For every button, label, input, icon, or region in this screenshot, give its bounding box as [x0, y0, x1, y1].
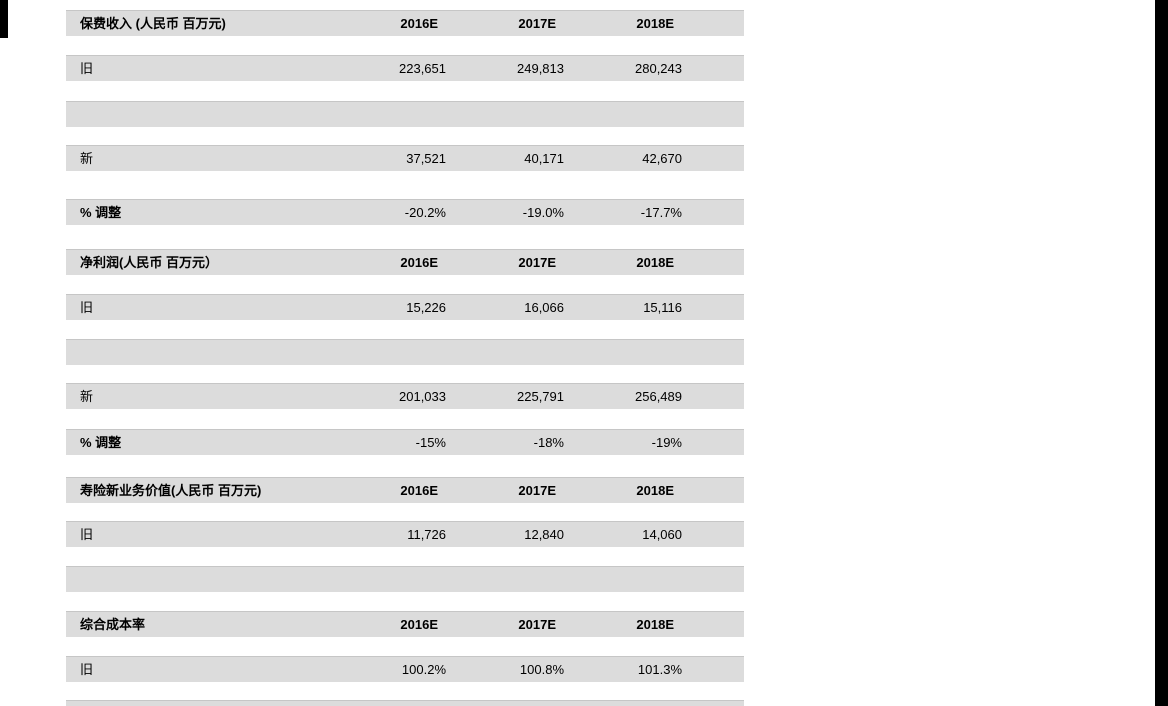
row-label: 旧: [80, 299, 94, 315]
value-2018e: 15,116: [643, 299, 682, 315]
table-spacer-row: [66, 566, 744, 592]
year-col-2017e: 2017E: [518, 15, 556, 31]
year-col-2018e: 2018E: [636, 482, 674, 498]
value-2016e: -20.2%: [404, 204, 446, 220]
year-col-2018e: 2018E: [636, 15, 674, 31]
year-col-2017e: 2017E: [518, 616, 556, 632]
table-spacer-row: [66, 339, 744, 365]
year-col-2016e: 2016E: [400, 254, 438, 270]
value-2016e: 15,226: [406, 299, 446, 315]
value-2018e: 42,670: [642, 150, 682, 166]
year-col-2016e: 2016E: [400, 482, 438, 498]
value-2016e: 201,033: [399, 388, 446, 404]
table-section-header-row: 保费收入 (人民币 百万元) 2016E 2017E 2018E: [66, 10, 744, 36]
table-row: 新 37,521 40,171 42,670: [66, 145, 744, 171]
table-row: 旧 11,726 12,840 14,060: [66, 521, 744, 547]
table-section-header-row: 净利润(人民币 百万元） 2016E 2017E 2018E: [66, 249, 744, 275]
value-2017e: 12,840: [524, 526, 564, 542]
year-col-2016e: 2016E: [400, 15, 438, 31]
value-2017e: 40,171: [524, 150, 564, 166]
year-col-2016e: 2016E: [400, 616, 438, 632]
table-row: % 调整 -15% -18% -19%: [66, 429, 744, 455]
section-title: 净利润(人民币 百万元）: [80, 254, 218, 270]
value-2017e: -19.0%: [522, 204, 564, 220]
section-title: 保费收入 (人民币 百万元): [80, 15, 226, 31]
table-spacer-row: [66, 700, 744, 706]
corner-mark: [0, 0, 8, 38]
value-2017e: 100.8%: [519, 661, 564, 677]
value-2016e: -15%: [415, 434, 446, 450]
value-2016e: 100.2%: [401, 661, 446, 677]
row-label: 旧: [80, 661, 94, 677]
value-2018e: 280,243: [635, 60, 682, 76]
section-title: 综合成本率: [80, 616, 146, 632]
row-label: 旧: [80, 526, 94, 542]
row-label: 新: [80, 150, 94, 166]
year-col-2018e: 2018E: [636, 616, 674, 632]
value-2016e: 37,521: [406, 150, 446, 166]
value-2016e: 11,726: [407, 526, 446, 542]
value-2018e: -19%: [651, 434, 682, 450]
value-2017e: 225,791: [517, 388, 564, 404]
value-2018e: -17.7%: [640, 204, 682, 220]
table-row: % 调整 -20.2% -19.0% -17.7%: [66, 199, 744, 225]
year-col-2018e: 2018E: [636, 254, 674, 270]
value-2017e: 249,813: [517, 60, 564, 76]
table-section-header-row: 寿险新业务价值(人民币 百万元) 2016E 2017E 2018E: [66, 477, 744, 503]
table-row: 新 201,033 225,791 256,489: [66, 383, 744, 409]
value-2016e: 223,651: [399, 60, 446, 76]
table-section-header-row: 综合成本率 2016E 2017E 2018E: [66, 611, 744, 637]
value-2018e: 14,060: [642, 526, 682, 542]
row-label: % 调整: [80, 204, 122, 220]
table-row: 旧 223,651 249,813 280,243: [66, 55, 744, 81]
value-2017e: -18%: [533, 434, 564, 450]
table-spacer-row: [66, 101, 744, 127]
row-label: 新: [80, 388, 94, 404]
value-2017e: 16,066: [524, 299, 564, 315]
section-title: 寿险新业务价值(人民币 百万元): [80, 482, 262, 498]
year-col-2017e: 2017E: [518, 482, 556, 498]
table-row: 旧 100.2% 100.8% 101.3%: [66, 656, 744, 682]
page-edge-stripe: [1155, 0, 1168, 706]
year-col-2017e: 2017E: [518, 254, 556, 270]
estimates-table: 保费收入 (人民币 百万元) 2016E 2017E 2018E 旧 223,6…: [66, 0, 744, 706]
value-2018e: 256,489: [635, 388, 682, 404]
row-label: 旧: [80, 60, 94, 76]
table-row: 旧 15,226 16,066 15,116: [66, 294, 744, 320]
value-2018e: 101.3%: [637, 661, 682, 677]
row-label: % 调整: [80, 434, 122, 450]
